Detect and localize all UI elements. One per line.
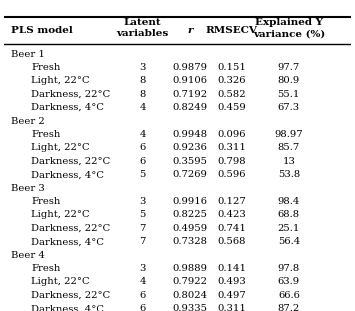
- Text: Beer 1: Beer 1: [11, 49, 44, 58]
- Text: 0.9916: 0.9916: [172, 197, 207, 206]
- Text: 3: 3: [140, 197, 146, 206]
- Text: 67.3: 67.3: [278, 103, 300, 112]
- Text: 0.096: 0.096: [217, 130, 246, 139]
- Text: 63.9: 63.9: [278, 277, 300, 286]
- Text: 3: 3: [140, 264, 146, 273]
- Text: 7: 7: [140, 224, 146, 233]
- Text: Darkness, 4°C: Darkness, 4°C: [31, 103, 104, 112]
- Text: 4: 4: [140, 103, 146, 112]
- Text: Fresh: Fresh: [31, 197, 61, 206]
- Text: 4: 4: [140, 130, 146, 139]
- Text: 6: 6: [140, 157, 146, 166]
- Text: r: r: [187, 26, 192, 35]
- Text: Darkness, 22°C: Darkness, 22°C: [31, 157, 111, 166]
- Text: 66.6: 66.6: [278, 291, 300, 300]
- Text: 0.127: 0.127: [217, 197, 246, 206]
- Text: Explained Y
variance (%): Explained Y variance (%): [253, 18, 325, 39]
- Text: Darkness, 22°C: Darkness, 22°C: [31, 291, 111, 300]
- Text: 0.311: 0.311: [217, 143, 246, 152]
- Text: 53.8: 53.8: [278, 170, 300, 179]
- Text: 0.9106: 0.9106: [172, 76, 207, 85]
- Text: 5: 5: [140, 170, 146, 179]
- Text: RMSECV: RMSECV: [206, 26, 257, 35]
- Text: 0.8225: 0.8225: [172, 211, 207, 220]
- Text: 56.4: 56.4: [278, 237, 300, 246]
- Text: 0.7192: 0.7192: [172, 90, 207, 99]
- Text: 0.798: 0.798: [217, 157, 246, 166]
- Text: Beer 4: Beer 4: [11, 251, 44, 260]
- Text: 97.7: 97.7: [278, 63, 300, 72]
- Text: 25.1: 25.1: [278, 224, 300, 233]
- Text: 5: 5: [140, 211, 146, 220]
- Text: Fresh: Fresh: [31, 130, 61, 139]
- Text: 7: 7: [140, 237, 146, 246]
- Text: Darkness, 22°C: Darkness, 22°C: [31, 90, 111, 99]
- Text: 0.741: 0.741: [217, 224, 246, 233]
- Text: 3: 3: [140, 63, 146, 72]
- Text: 0.151: 0.151: [217, 63, 246, 72]
- Text: 6: 6: [140, 291, 146, 300]
- Text: 0.4959: 0.4959: [172, 224, 207, 233]
- Text: 0.9879: 0.9879: [172, 63, 207, 72]
- Text: 0.7328: 0.7328: [172, 237, 207, 246]
- Text: 6: 6: [140, 304, 146, 311]
- Text: 4: 4: [140, 277, 146, 286]
- Text: 0.141: 0.141: [217, 264, 246, 273]
- Text: Beer 3: Beer 3: [11, 183, 44, 193]
- Text: 80.9: 80.9: [278, 76, 300, 85]
- Text: 97.8: 97.8: [278, 264, 300, 273]
- Text: 13: 13: [282, 157, 295, 166]
- Text: 0.3595: 0.3595: [172, 157, 207, 166]
- Text: 8: 8: [140, 90, 146, 99]
- Text: 0.7269: 0.7269: [172, 170, 207, 179]
- Text: Darkness, 4°C: Darkness, 4°C: [31, 237, 104, 246]
- Text: Light, 22°C: Light, 22°C: [31, 76, 90, 85]
- Text: 0.8249: 0.8249: [172, 103, 207, 112]
- Text: 8: 8: [140, 76, 146, 85]
- Text: 0.8024: 0.8024: [172, 291, 207, 300]
- Text: 98.97: 98.97: [274, 130, 303, 139]
- Text: 98.4: 98.4: [278, 197, 300, 206]
- Text: Fresh: Fresh: [31, 63, 61, 72]
- Text: 0.311: 0.311: [217, 304, 246, 311]
- Text: Beer 2: Beer 2: [11, 117, 44, 126]
- Text: Light, 22°C: Light, 22°C: [31, 211, 90, 220]
- Text: 85.7: 85.7: [278, 143, 300, 152]
- Text: 0.9889: 0.9889: [172, 264, 207, 273]
- Text: 0.9948: 0.9948: [172, 130, 207, 139]
- Text: 0.493: 0.493: [217, 277, 246, 286]
- Text: PLS model: PLS model: [11, 26, 72, 35]
- Text: 68.8: 68.8: [278, 211, 300, 220]
- Text: Darkness, 4°C: Darkness, 4°C: [31, 170, 104, 179]
- Text: Light, 22°C: Light, 22°C: [31, 277, 90, 286]
- Text: 0.326: 0.326: [217, 76, 246, 85]
- Text: 0.497: 0.497: [217, 291, 246, 300]
- Text: Latent
variables: Latent variables: [116, 18, 169, 39]
- Text: 0.596: 0.596: [217, 170, 246, 179]
- Text: 0.568: 0.568: [217, 237, 246, 246]
- Text: 6: 6: [140, 143, 146, 152]
- Text: 0.9236: 0.9236: [172, 143, 207, 152]
- Text: Darkness, 22°C: Darkness, 22°C: [31, 224, 111, 233]
- Text: Fresh: Fresh: [31, 264, 61, 273]
- Text: 0.9335: 0.9335: [172, 304, 207, 311]
- Text: 0.423: 0.423: [217, 211, 246, 220]
- Text: Light, 22°C: Light, 22°C: [31, 143, 90, 152]
- Text: 0.7922: 0.7922: [172, 277, 207, 286]
- Text: 87.2: 87.2: [278, 304, 300, 311]
- Text: 0.459: 0.459: [217, 103, 246, 112]
- Text: 0.582: 0.582: [217, 90, 246, 99]
- Text: 55.1: 55.1: [278, 90, 300, 99]
- Text: Darkness, 4°C: Darkness, 4°C: [31, 304, 104, 311]
